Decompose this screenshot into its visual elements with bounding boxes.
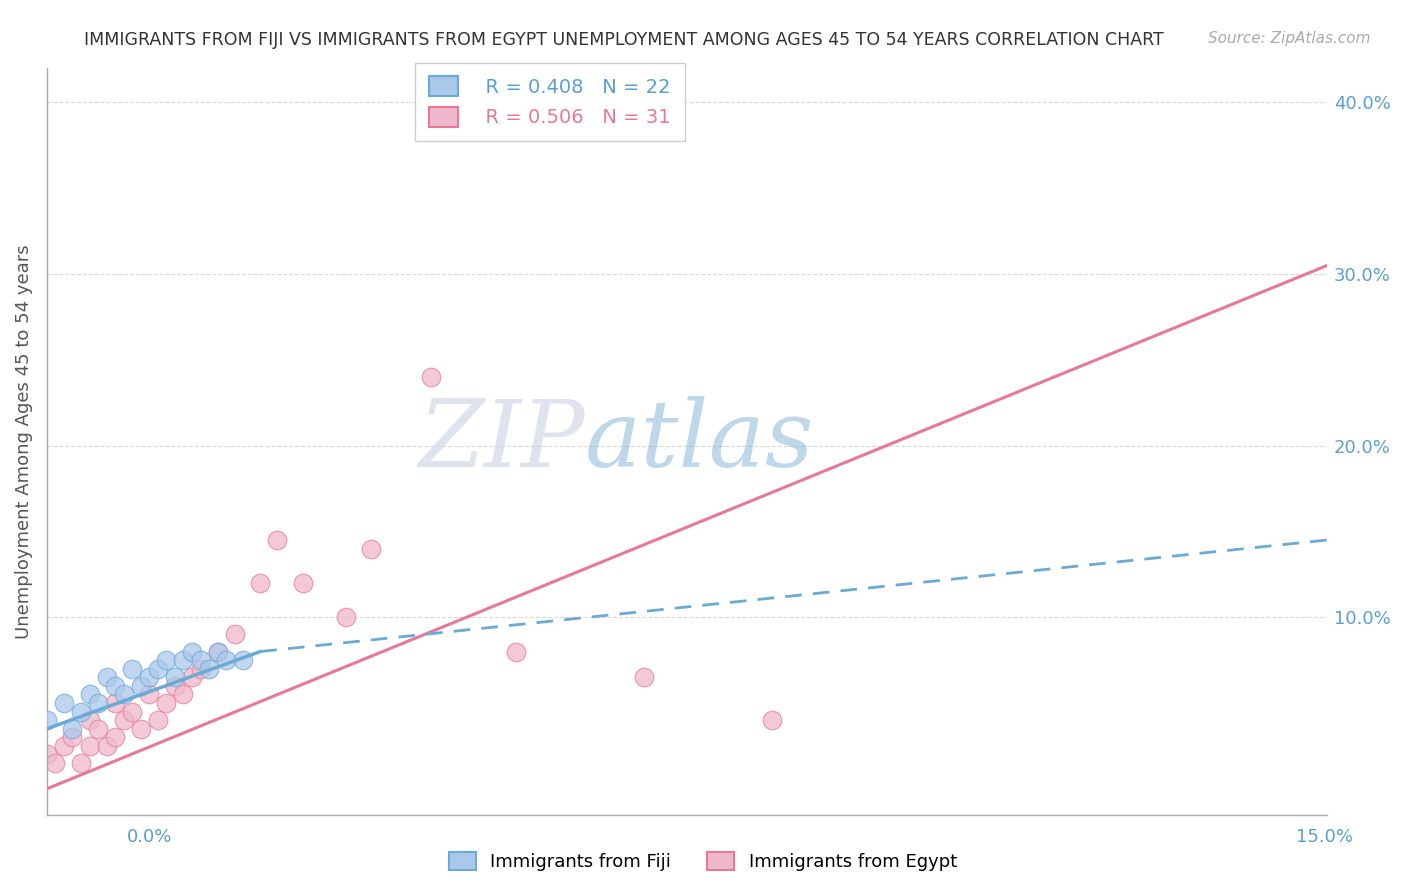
Point — [79, 739, 101, 753]
Point — [35, 747, 58, 762]
Point — [172, 688, 194, 702]
Point — [138, 670, 160, 684]
Legend: Immigrants from Fiji, Immigrants from Egypt: Immigrants from Fiji, Immigrants from Eg… — [441, 845, 965, 879]
Point — [96, 739, 118, 753]
Point — [104, 731, 127, 745]
Point — [146, 713, 169, 727]
Point — [35, 713, 58, 727]
Point — [70, 705, 93, 719]
Point — [155, 696, 177, 710]
Point — [138, 688, 160, 702]
Point — [207, 644, 229, 658]
Point — [163, 679, 186, 693]
Point — [266, 533, 288, 547]
Point — [121, 662, 143, 676]
Text: ZIP: ZIP — [418, 396, 585, 486]
Point — [335, 610, 357, 624]
Text: 15.0%: 15.0% — [1295, 828, 1353, 846]
Point — [163, 670, 186, 684]
Text: atlas: atlas — [585, 396, 814, 486]
Point — [155, 653, 177, 667]
Legend:   R = 0.408   N = 22,   R = 0.506   N = 31: R = 0.408 N = 22, R = 0.506 N = 31 — [415, 62, 685, 141]
Point — [87, 696, 110, 710]
Point — [104, 679, 127, 693]
Point — [79, 688, 101, 702]
Point — [121, 705, 143, 719]
Point — [633, 670, 655, 684]
Point — [146, 662, 169, 676]
Y-axis label: Unemployment Among Ages 45 to 54 years: Unemployment Among Ages 45 to 54 years — [15, 244, 32, 639]
Point — [129, 679, 152, 693]
Point — [190, 662, 212, 676]
Point — [224, 627, 246, 641]
Text: IMMIGRANTS FROM FIJI VS IMMIGRANTS FROM EGYPT UNEMPLOYMENT AMONG AGES 45 TO 54 Y: IMMIGRANTS FROM FIJI VS IMMIGRANTS FROM … — [84, 31, 1164, 49]
Point — [129, 722, 152, 736]
Point — [198, 662, 221, 676]
Point — [420, 370, 443, 384]
Point — [172, 653, 194, 667]
Point — [505, 644, 527, 658]
Point — [215, 653, 238, 667]
Point — [104, 696, 127, 710]
Point — [249, 575, 271, 590]
Point — [52, 739, 75, 753]
Point — [232, 653, 254, 667]
Point — [207, 644, 229, 658]
Point — [96, 670, 118, 684]
Point — [44, 756, 66, 770]
Point — [52, 696, 75, 710]
Point — [87, 722, 110, 736]
Point — [360, 541, 382, 556]
Point — [62, 731, 84, 745]
Point — [761, 713, 783, 727]
Point — [112, 688, 135, 702]
Text: Source: ZipAtlas.com: Source: ZipAtlas.com — [1208, 31, 1371, 46]
Point — [190, 653, 212, 667]
Point — [79, 713, 101, 727]
Point — [70, 756, 93, 770]
Point — [181, 644, 204, 658]
Point — [62, 722, 84, 736]
Point — [181, 670, 204, 684]
Text: 0.0%: 0.0% — [127, 828, 172, 846]
Point — [291, 575, 314, 590]
Point — [112, 713, 135, 727]
